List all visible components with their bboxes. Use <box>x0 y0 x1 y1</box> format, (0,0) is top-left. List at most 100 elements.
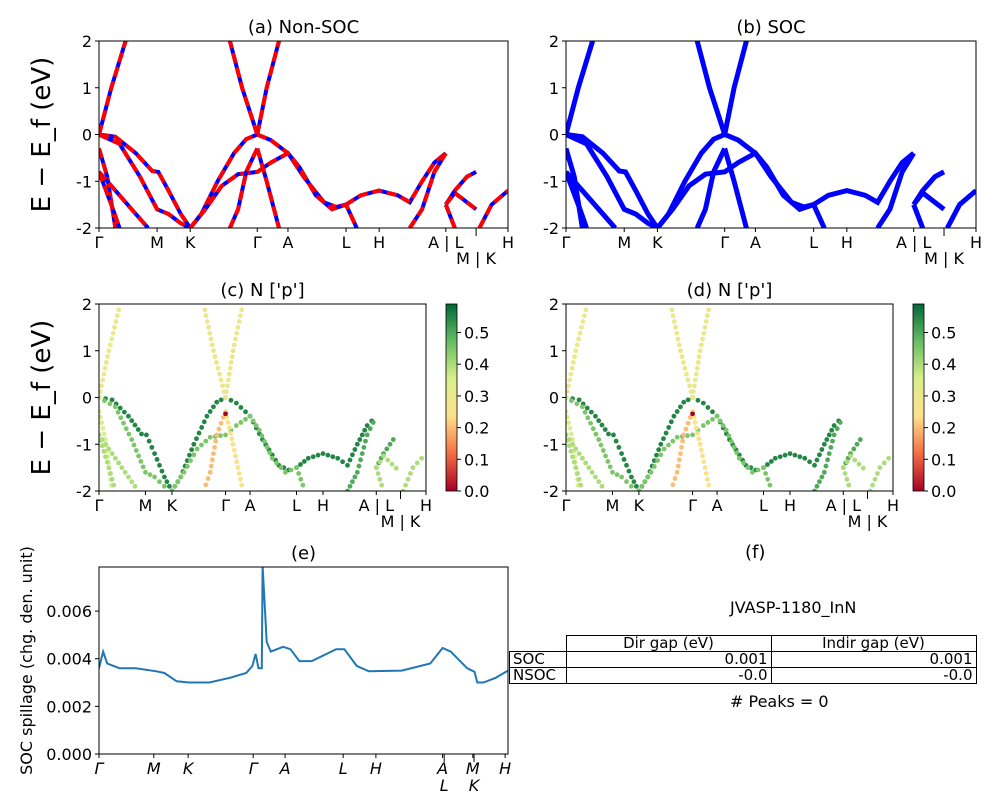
projection-point <box>658 441 664 447</box>
projection-point <box>162 474 167 480</box>
projection-point <box>102 365 108 371</box>
projection-point <box>220 383 225 389</box>
projection-point <box>384 446 390 452</box>
projection-point <box>335 455 341 461</box>
x-tick-label: L <box>809 233 818 252</box>
projection-point <box>99 420 105 426</box>
projection-point <box>138 458 144 464</box>
projection-point <box>239 482 245 488</box>
colorbar-tick-label: 0.5 <box>464 324 489 343</box>
peaks-count: # Peaks = 0 <box>730 692 829 711</box>
projection-point <box>569 398 574 404</box>
projection-point <box>672 476 678 481</box>
y-tick-label: -1 <box>76 172 92 191</box>
projection-point <box>144 432 149 438</box>
projection-point <box>567 377 573 383</box>
projection-point <box>566 414 570 420</box>
projection-point <box>814 457 820 463</box>
projection-point <box>205 476 211 481</box>
projection-point <box>129 479 135 485</box>
projection-point <box>320 451 326 456</box>
projection-point <box>829 427 835 433</box>
projection-point <box>112 455 118 461</box>
projection-point <box>102 398 107 404</box>
y-tick-label: 0 <box>549 126 559 145</box>
projection-point <box>223 432 228 438</box>
projection-point <box>233 400 239 406</box>
projection-point <box>586 465 592 471</box>
projection-point <box>235 465 241 471</box>
projection-point <box>373 465 379 471</box>
projection-point <box>203 313 209 319</box>
projection-point <box>582 409 588 415</box>
projection-point <box>157 479 162 485</box>
panel-a: (a) Non-SOC E − E_f (eV) -2 -1 0 1 2 Γ M K Γ A L H A |… <box>27 17 514 268</box>
projection-point <box>676 457 682 463</box>
colorbar-tick-label: 0.3 <box>931 387 956 406</box>
x-tick-label: Γ <box>95 233 104 252</box>
projection-point <box>101 448 107 454</box>
projection-point <box>566 383 571 389</box>
projection-point <box>607 464 613 470</box>
projection-point <box>99 443 105 449</box>
projection-point <box>687 383 692 389</box>
projection-point <box>585 415 591 421</box>
projection-point <box>253 423 259 428</box>
cell-dir: -0.0 <box>565 667 772 684</box>
band-line <box>566 131 916 228</box>
projection-point <box>690 432 695 438</box>
band-line <box>655 150 827 228</box>
x-tick-label: M | K <box>848 512 888 531</box>
projection-point <box>140 464 146 470</box>
projection-point <box>848 453 853 459</box>
projection-point <box>139 431 144 437</box>
projection-point <box>734 450 740 456</box>
projection-point <box>208 463 214 469</box>
projection-point <box>199 425 205 430</box>
projection-point <box>619 474 624 480</box>
projection-point <box>315 452 321 458</box>
projection-point <box>194 436 199 442</box>
projection-point <box>701 330 707 336</box>
y-tick-label: 2 <box>549 32 559 51</box>
cell-dir: 0.001 <box>565 651 772 668</box>
band-line-dashed <box>255 147 281 228</box>
projection-point <box>717 418 723 424</box>
projection-point <box>692 420 698 425</box>
projection-point <box>172 483 178 489</box>
projection-point <box>118 415 124 421</box>
projection-point <box>678 348 683 354</box>
projection-point <box>99 409 102 414</box>
band-line-dashed <box>188 150 359 228</box>
y-tick-label: 1 <box>549 342 559 361</box>
projection-point <box>226 371 232 377</box>
projection-point <box>199 442 204 448</box>
colorbar-tick-label: 0.4 <box>931 355 956 374</box>
projection-point <box>696 354 702 359</box>
projection-point <box>598 442 604 448</box>
projection-point <box>761 465 766 471</box>
x-tick-label: Γ <box>562 496 571 515</box>
projection-point <box>362 427 368 433</box>
x-tick-label: K <box>469 776 481 795</box>
band-line <box>694 147 727 228</box>
projection-point <box>867 488 873 491</box>
projection-point <box>105 354 110 359</box>
projection-point <box>614 472 620 478</box>
projection-point <box>572 354 577 359</box>
projection-point <box>236 471 242 476</box>
projection-point <box>705 405 711 410</box>
projection-point <box>700 453 705 459</box>
projection-point <box>106 446 112 452</box>
projection-point <box>814 483 820 489</box>
cell-indir: 0.001 <box>770 651 977 668</box>
projection-point <box>230 348 236 354</box>
projection-point <box>101 431 107 437</box>
projection-point <box>370 420 376 425</box>
projection-point <box>152 474 157 480</box>
projection-point <box>679 444 684 450</box>
projection-point <box>570 454 575 460</box>
projection-point <box>768 458 774 464</box>
projection-point <box>228 430 233 436</box>
